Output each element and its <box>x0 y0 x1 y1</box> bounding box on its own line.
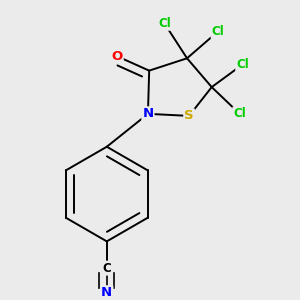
Text: Cl: Cl <box>212 25 224 38</box>
Text: O: O <box>112 50 123 63</box>
Text: Cl: Cl <box>158 17 171 30</box>
Text: N: N <box>142 107 154 120</box>
Text: Cl: Cl <box>236 58 249 71</box>
Text: Cl: Cl <box>233 107 246 120</box>
Text: N: N <box>101 286 112 299</box>
Text: S: S <box>184 110 194 122</box>
Text: C: C <box>102 262 111 275</box>
